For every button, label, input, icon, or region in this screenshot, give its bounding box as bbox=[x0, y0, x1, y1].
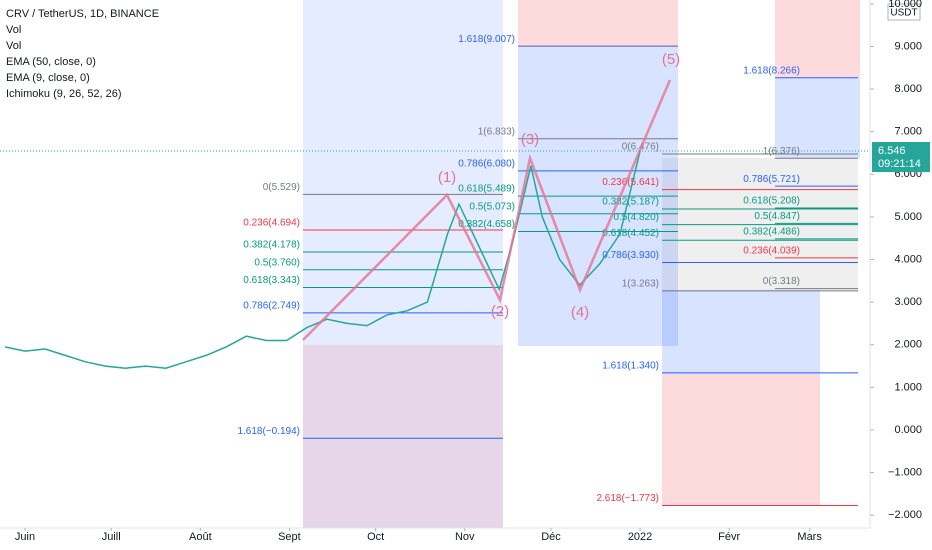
x-tick-label: Juin bbox=[15, 531, 35, 543]
fib-label: 0.5(5.073) bbox=[469, 201, 515, 212]
fib-label: 0.5(4.847) bbox=[754, 211, 800, 222]
chart-title: CRV / TetherUS, 1D, BINANCE bbox=[6, 8, 159, 20]
fib-label: 0.786(5.721) bbox=[743, 174, 800, 185]
y-tick-label: 5.000 bbox=[894, 211, 922, 223]
y-tick-label: 10.000 bbox=[888, 0, 922, 10]
fib-label: 0.786(2.749) bbox=[243, 300, 300, 311]
y-tick-label: −2.000 bbox=[888, 509, 922, 521]
fib-label: 2.618(−1.773) bbox=[596, 493, 659, 504]
fib-label: 1.618(−0.194) bbox=[237, 426, 300, 437]
indicator-label: EMA (50, close, 0) bbox=[6, 56, 96, 68]
fib-label: 1.618(8.266) bbox=[743, 65, 800, 76]
legend: CRV / TetherUS, 1D, BINANCE Vol Vol EMA (5… bbox=[6, 8, 159, 100]
fib-label: 0.236(5.641) bbox=[602, 177, 659, 188]
zone-band bbox=[303, 0, 503, 528]
y-tick-label: 4.000 bbox=[894, 253, 922, 265]
y-tick-label: 9.000 bbox=[894, 40, 922, 52]
zone-band bbox=[775, 0, 860, 78]
y-tick-label: 7.000 bbox=[894, 126, 922, 138]
price-tag bbox=[872, 142, 930, 173]
wave-label: (4) bbox=[571, 304, 589, 321]
x-tick-label: Juill bbox=[102, 531, 121, 543]
countdown: 09:21:14 bbox=[878, 158, 921, 170]
y-tick-label: 1.000 bbox=[894, 381, 922, 393]
fib-label: 0.382(4.486) bbox=[743, 226, 800, 237]
y-tick-label: 8.000 bbox=[894, 83, 922, 95]
indicator-label: Vol bbox=[6, 40, 21, 52]
x-tick-label: Oct bbox=[367, 531, 384, 543]
x-tick-label: Nov bbox=[455, 531, 475, 543]
fib-label: 0.5(4.820) bbox=[613, 212, 659, 223]
y-tick-label: 3.000 bbox=[894, 296, 922, 308]
y-tick-label: 0.000 bbox=[894, 424, 922, 436]
x-tick-label: Déc bbox=[541, 531, 561, 543]
y-tick-label: 2.000 bbox=[894, 339, 922, 351]
zone-band bbox=[662, 374, 820, 506]
indicator-label: Vol bbox=[6, 24, 21, 36]
x-tick-label: Août bbox=[189, 531, 212, 543]
fib-label: 0.5(3.760) bbox=[254, 257, 300, 268]
wave-label: (5) bbox=[662, 51, 680, 68]
fib-label: 1(6.376) bbox=[763, 146, 800, 157]
fib-label: 0.618(4.452) bbox=[602, 228, 659, 239]
fib-label: 1(3.263) bbox=[622, 279, 659, 290]
fib-label: 0(3.318) bbox=[763, 276, 800, 287]
wave-label: (1) bbox=[438, 169, 456, 186]
zone-band bbox=[518, 0, 678, 48]
fib-label: 0.236(4.694) bbox=[243, 218, 300, 229]
fib-label: 0.786(3.930) bbox=[602, 250, 659, 261]
zone-band bbox=[775, 78, 860, 158]
price-axis bbox=[870, 0, 932, 550]
fib-label: 0.382(5.187) bbox=[602, 197, 659, 208]
price-tag-label: 6.546 bbox=[878, 145, 906, 157]
y-tick-label: −1.000 bbox=[888, 467, 922, 479]
fib-label: 1.618(1.340) bbox=[602, 361, 659, 372]
currency: USDT bbox=[890, 8, 917, 19]
fib-label: 0.618(5.489) bbox=[458, 184, 515, 195]
indicator-label: Ichimoku (9, 26, 52, 26) bbox=[6, 88, 122, 100]
x-tick-label: 2022 bbox=[628, 531, 652, 543]
x-tick-label: Sept bbox=[278, 531, 301, 543]
zone-band bbox=[303, 345, 503, 528]
wave-label: (2) bbox=[491, 303, 509, 320]
wave-label: (3) bbox=[521, 131, 539, 148]
fib-label: 0.786(6.080) bbox=[458, 159, 515, 170]
zone-band bbox=[662, 290, 820, 374]
x-tick-label: Mars bbox=[797, 531, 822, 543]
currency-box[interactable] bbox=[887, 3, 921, 21]
x-tick-label: Févr bbox=[718, 531, 740, 543]
fib-label: 0.382(4.658) bbox=[458, 219, 515, 230]
price-line bbox=[4, 150, 641, 369]
fib-label: 0.382(4.178) bbox=[243, 240, 300, 251]
fib-label: 1(6.833) bbox=[478, 126, 515, 137]
fib-label: 0.236(4.039) bbox=[743, 246, 800, 257]
fib-label: 1.618(9.007) bbox=[458, 34, 515, 45]
indicator-label: EMA (9, close, 0) bbox=[6, 72, 90, 84]
fib-label: 0.618(5.208) bbox=[743, 196, 800, 207]
wave-line bbox=[302, 79, 672, 341]
fib-label: 0.618(3.343) bbox=[243, 275, 300, 286]
fib-label: 0(5.529) bbox=[263, 182, 300, 193]
